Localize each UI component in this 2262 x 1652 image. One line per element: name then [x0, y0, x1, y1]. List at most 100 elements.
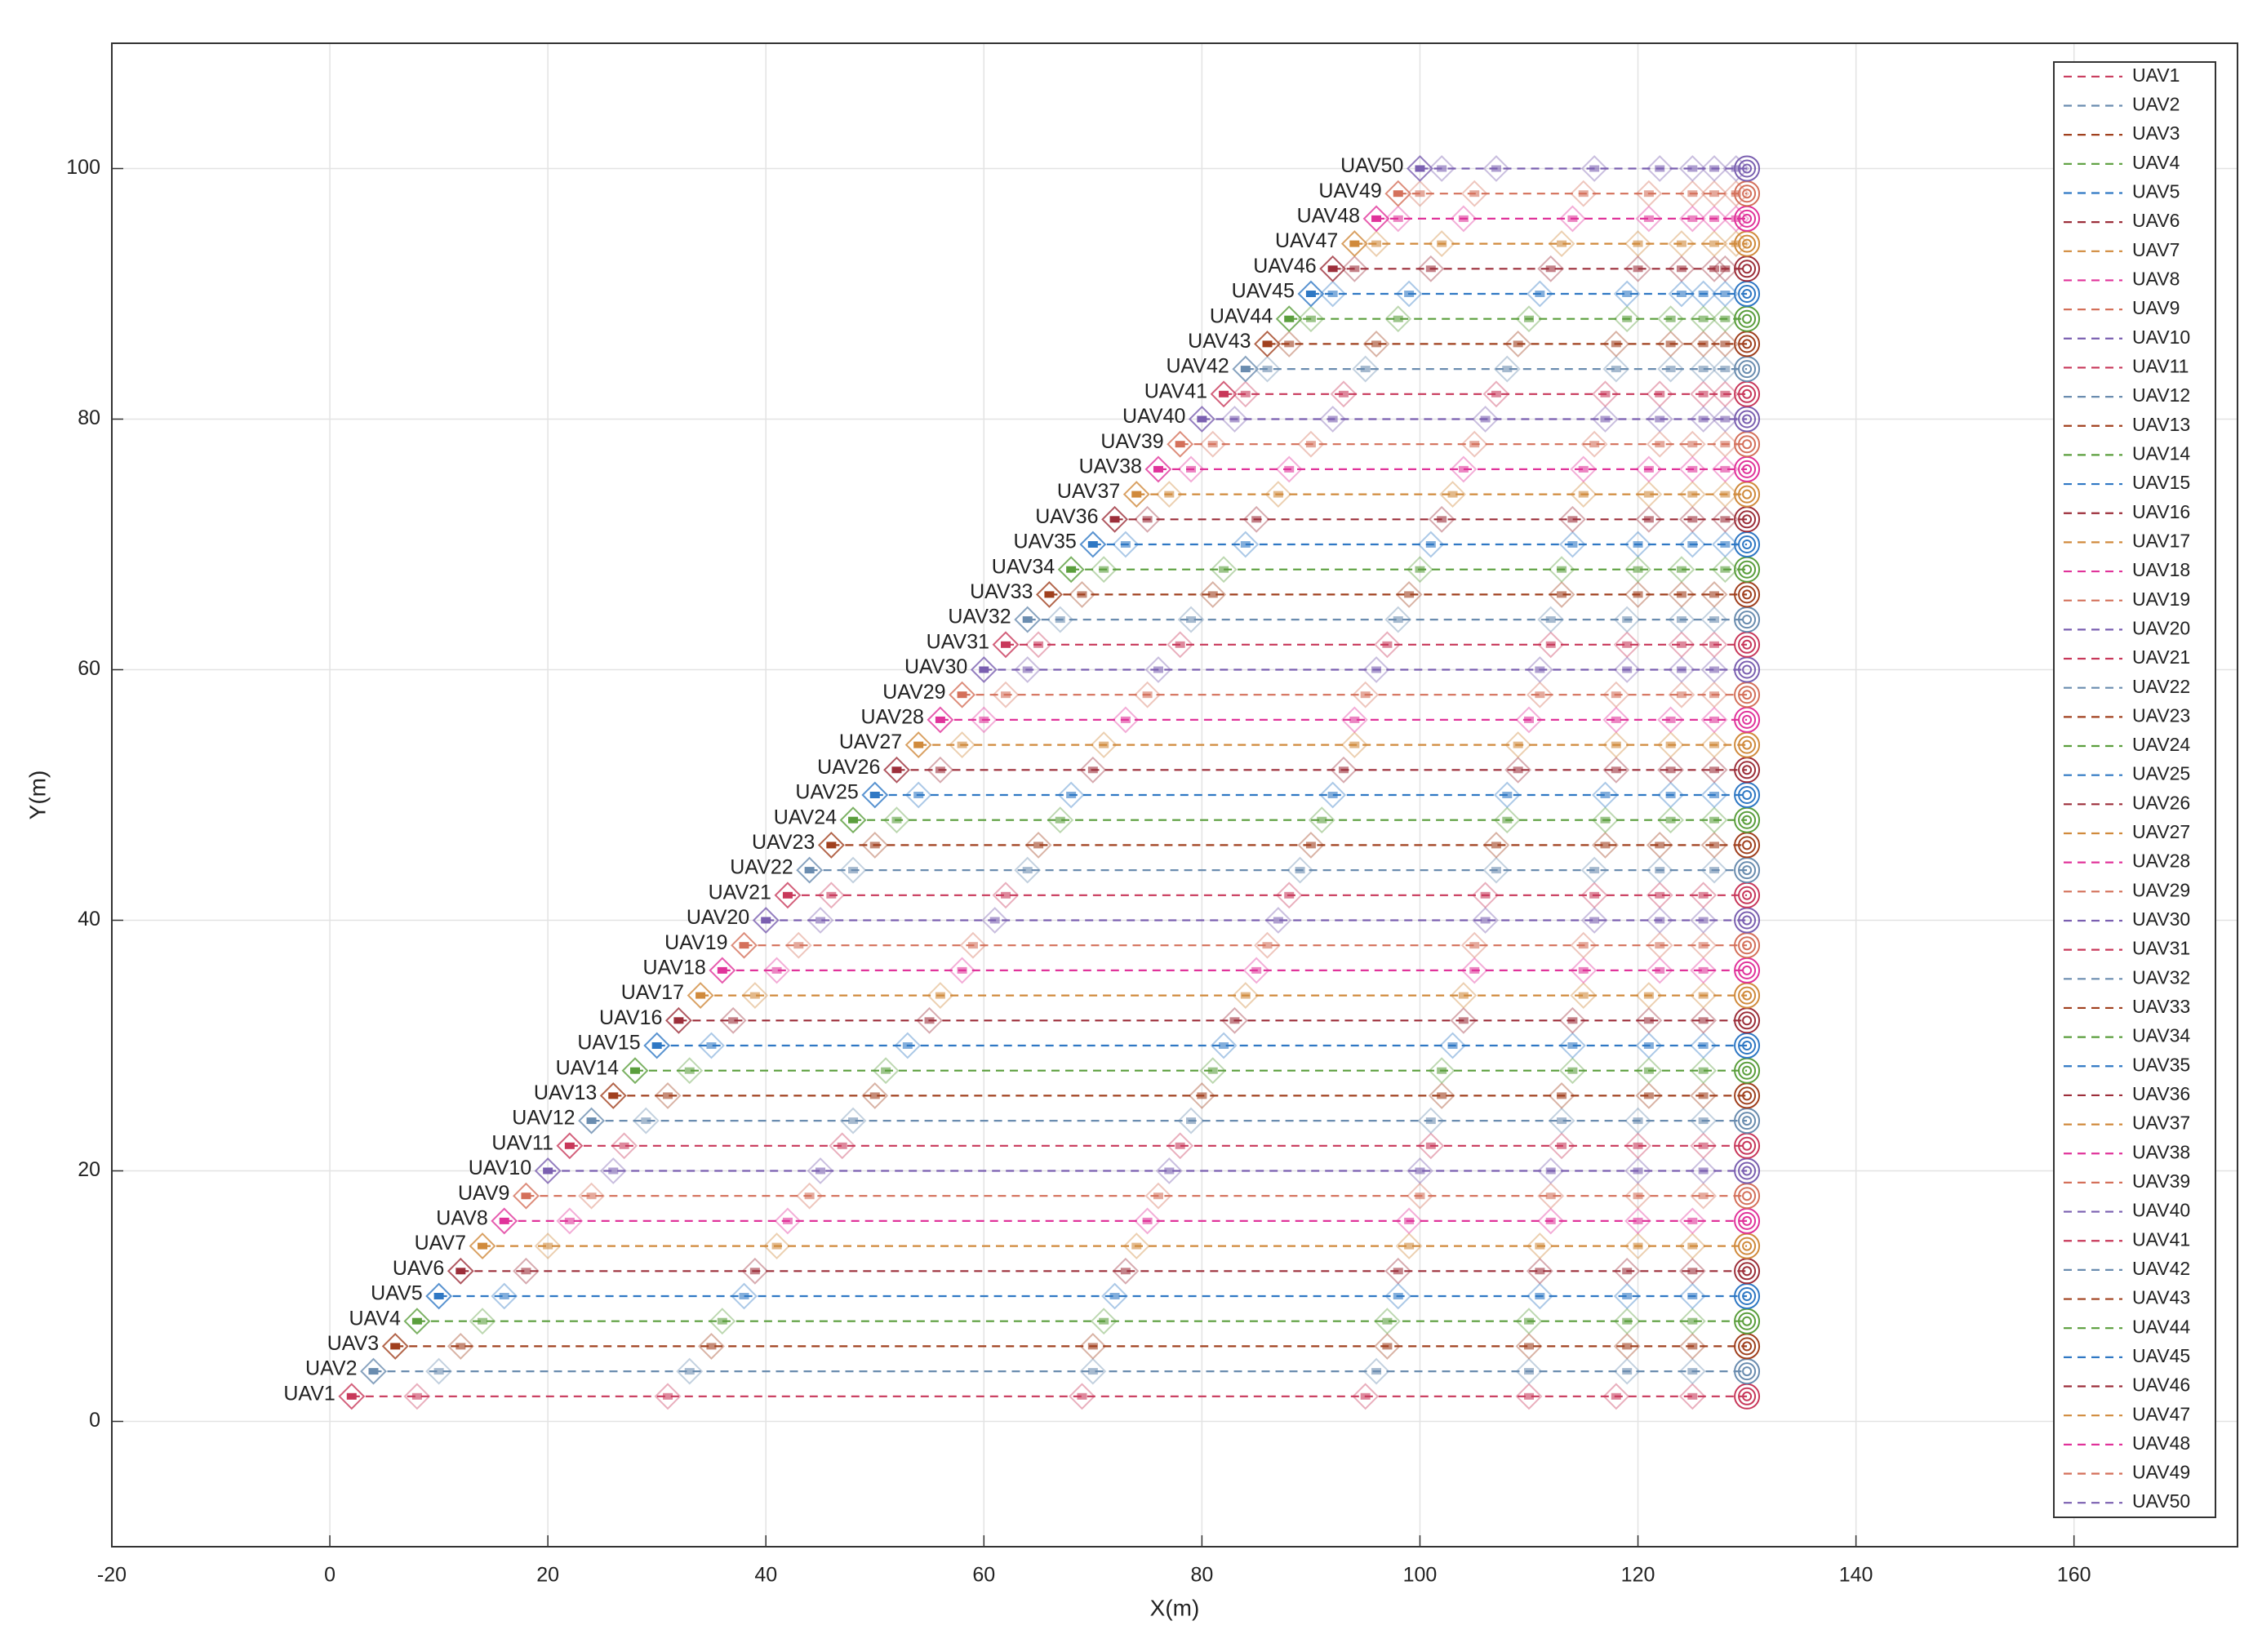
uav-marker: [1504, 731, 1532, 759]
legend-label: UAV9: [2132, 297, 2180, 318]
target-ring: [1742, 765, 1753, 775]
target-ring: [1738, 986, 1757, 1005]
marker-body: [1131, 1242, 1142, 1250]
marker-diamond: [1275, 455, 1303, 483]
uav-marker: [654, 1081, 682, 1109]
uav-label: UAV33: [970, 580, 1033, 603]
marker-diamond: [1079, 531, 1107, 558]
marker-body: [1731, 165, 1741, 172]
marker-body: [1720, 516, 1731, 523]
marker-diamond: [1570, 180, 1598, 207]
legend-label: UAV2: [2132, 94, 2180, 115]
marker-body: [1600, 816, 1611, 824]
marker-body: [1557, 566, 1567, 573]
legend-label: UAV30: [2132, 908, 2190, 930]
marker-body: [1655, 165, 1665, 172]
marker-diamond: [1537, 606, 1565, 633]
uav-marker: [1472, 882, 1499, 909]
uav-marker: [1711, 556, 1739, 584]
uav-marker: [1188, 1081, 1215, 1109]
target-ring: [1742, 264, 1753, 274]
marker-body: [1687, 215, 1698, 222]
marker-body: [1131, 491, 1142, 498]
uav-marker: [687, 982, 714, 1010]
marker-diamond: [1384, 180, 1412, 207]
marker-body: [1687, 465, 1698, 473]
uav-marker: [1395, 1232, 1423, 1260]
marker-body: [1284, 315, 1295, 322]
uav-marker: [360, 1357, 387, 1385]
uav-marker: [403, 1308, 431, 1335]
uav-marker: [1700, 681, 1728, 708]
marker-body: [1643, 1067, 1654, 1074]
target-ring: [1742, 389, 1753, 399]
marker-body: [1001, 691, 1011, 699]
uav-marker: [1646, 380, 1673, 408]
marker-body: [1360, 366, 1371, 373]
uav-marker: [1657, 731, 1685, 759]
marker-diamond: [1635, 1081, 1663, 1109]
target-ring: [1742, 514, 1753, 525]
marker-body: [1655, 942, 1665, 949]
target-ring: [1742, 1140, 1753, 1151]
marker-diamond: [1646, 907, 1673, 934]
legend-label: UAV46: [2132, 1374, 2190, 1396]
uav-marker: [1646, 430, 1673, 458]
marker-diamond: [1722, 155, 1750, 182]
uav-marker: [1690, 330, 1718, 357]
uav-marker: [1548, 230, 1575, 258]
legend-label: UAV19: [2132, 588, 2190, 610]
target-ring: [1742, 339, 1753, 349]
target-ring: [1738, 1287, 1757, 1305]
uav-marker: [1700, 756, 1728, 784]
marker-body: [1338, 766, 1349, 774]
marker-body: [1240, 390, 1251, 397]
uav-marker: [1700, 781, 1728, 809]
marker-diamond: [1657, 756, 1685, 784]
marker-diamond: [664, 1006, 692, 1034]
target-ring: [1738, 611, 1757, 629]
legend-label: UAV12: [2132, 384, 2190, 406]
marker-diamond: [1559, 505, 1586, 533]
marker-body: [1305, 441, 1316, 448]
marker-diamond: [1177, 455, 1205, 483]
marker-diamond: [1678, 430, 1706, 458]
uav-marker: [1646, 831, 1673, 859]
marker-body: [1480, 917, 1491, 924]
marker-body: [793, 942, 804, 949]
uav-marker: [1537, 1207, 1565, 1235]
marker-diamond: [1580, 856, 1608, 884]
marker-body: [1317, 816, 1327, 824]
uav-marker: [1548, 1081, 1575, 1109]
marker-body: [1633, 265, 1643, 273]
target-marker: [1734, 1032, 1761, 1059]
marker-body: [1731, 190, 1741, 198]
uav-marker: [1668, 556, 1695, 584]
marker-body: [1633, 566, 1643, 573]
marker-body: [684, 1368, 695, 1375]
marker-diamond: [1580, 907, 1608, 934]
uav-marker: [1297, 430, 1325, 458]
marker-body: [782, 891, 793, 899]
x-axis-label: X(m): [1150, 1595, 1200, 1620]
uav-marker: [1613, 1257, 1641, 1285]
marker-diamond: [534, 1232, 562, 1260]
marker-body: [891, 816, 902, 824]
marker-body: [749, 992, 760, 999]
uav-marker: [709, 1308, 736, 1335]
target-ring: [1742, 1215, 1753, 1226]
uav-marker: [1690, 982, 1718, 1010]
legend-label: UAV32: [2132, 966, 2190, 988]
uav-marker: [1580, 907, 1608, 934]
marker-diamond: [1602, 681, 1630, 708]
marker-body: [891, 766, 902, 774]
uav-marker: [949, 957, 976, 984]
marker-body: [1622, 666, 1633, 673]
marker-diamond: [1373, 1308, 1401, 1335]
marker-diamond: [1177, 606, 1205, 633]
uav-marker: [1526, 1282, 1553, 1310]
uav-marker: [1242, 957, 1270, 984]
uav-marker: [1613, 1332, 1641, 1360]
target-ring: [1742, 815, 1753, 825]
uav-marker: [1144, 455, 1172, 483]
